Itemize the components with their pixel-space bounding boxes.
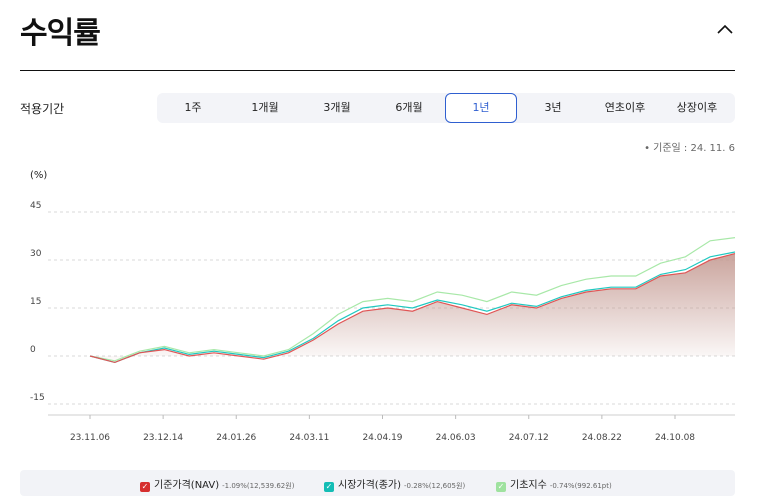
period-tabs: 1주 1개월 3개월 6개월 1년 3년 연초이후 상장이후 [157,93,735,123]
check-icon[interactable]: ✓ [140,482,150,492]
page-title: 수익률 [20,16,101,51]
legend-label-market: 시장가격(종가) [338,480,402,491]
legend-detail-market: -0.28%(12,605원) [404,482,466,490]
chevron-up-icon[interactable] [716,22,734,36]
x-tick-label: 23.11.06 [70,433,110,443]
legend-item-market[interactable]: ✓ 시장가격(종가) -0.28%(12,605원) [324,476,466,492]
y-tick-label: 45 [30,201,41,211]
x-tick-label: 24.04.19 [362,433,402,443]
legend-detail-index: -0.74%(992.61pt) [549,482,612,490]
series-line-index [89,237,736,362]
tab-1w[interactable]: 1주 [184,101,202,114]
title-divider [20,70,735,71]
tab-1y[interactable]: 1년 [445,93,517,123]
legend-detail-nav: -1.09%(12,539.62원) [222,482,295,490]
return-chart: (%) 45 30 15 0 -15 23.11.06 23.12.14 24.01.26 24.… [30,170,736,443]
nav-area-fill [90,253,735,363]
tab-3y[interactable]: 3년 [544,101,562,114]
legend-label-index: 기초지수 [510,480,547,491]
y-tick-label: 15 [30,297,41,307]
x-tick-label: 23.12.14 [143,433,183,443]
period-label: 적용기간 [20,102,65,116]
x-tick-label: 24.08.22 [582,433,622,443]
tab-since-listing[interactable]: 상장이후 [676,101,718,114]
tab-ytd[interactable]: 연초이후 [604,101,646,114]
legend-item-nav[interactable]: ✓ 기준가격(NAV) -1.09%(12,539.62원) [140,476,295,492]
legend-label-nav: 기준가격(NAV) [154,480,220,491]
tab-1m[interactable]: 1개월 [251,101,279,114]
check-icon[interactable]: ✓ [496,482,506,492]
y-axis-label: (%) [30,170,47,181]
chart-legend: ✓ 기준가격(NAV) -1.09%(12,539.62원) ✓ 시장가격(종가) -0… [20,470,735,496]
check-icon[interactable]: ✓ [324,482,334,492]
tab-3m[interactable]: 3개월 [323,101,351,114]
series-line-market [89,251,736,364]
y-tick-label: 30 [30,249,42,259]
series-line-nav [89,253,736,364]
base-date-text: 기준일 : 24. 11. 6 [653,143,735,154]
x-tick-label: 24.10.08 [655,433,695,443]
x-tick-label: 24.06.03 [436,433,476,443]
tab-6m[interactable]: 6개월 [395,101,423,114]
x-tick-label: 24.03.11 [289,433,329,443]
legend-item-index[interactable]: ✓ 기초지수 -0.74%(992.61pt) [496,476,612,492]
y-tick-label: -15 [30,393,45,403]
x-tick-label: 24.01.26 [216,433,256,443]
base-date: • 기준일 : 24. 11. 6 [644,143,735,154]
x-tick-label: 24.07.12 [509,433,549,443]
y-tick-label: 0 [30,345,36,355]
